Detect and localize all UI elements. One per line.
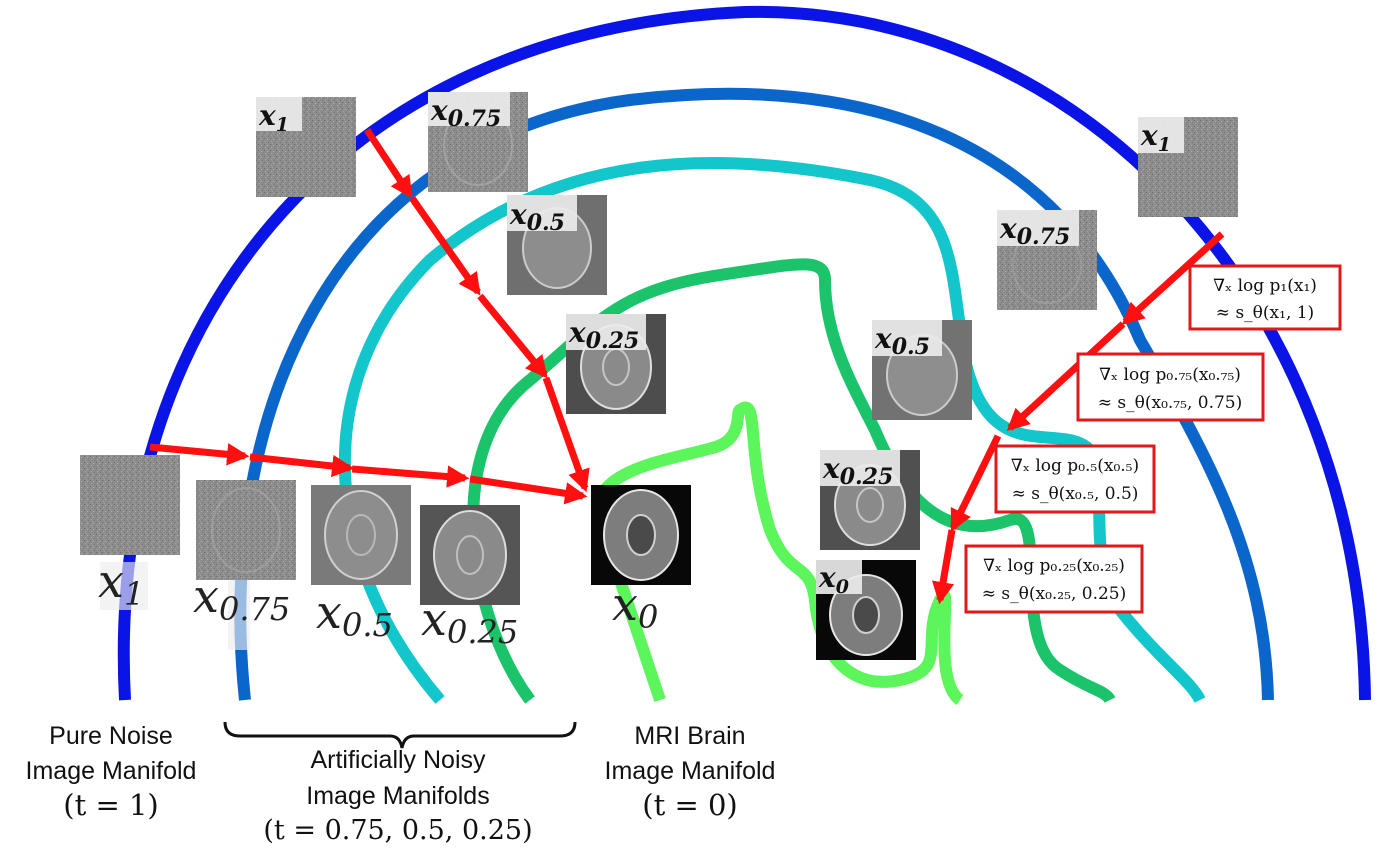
label-left-x025: x0.25 <box>421 592 518 651</box>
arrow-right-1 <box>1121 231 1225 326</box>
svg-text:Image Manifold: Image Manifold <box>26 757 197 785</box>
caption-noise: Pure Noise Image Manifold (t = 1) <box>26 722 197 822</box>
svg-text:≈ s_θ(x₁, 1): ≈ s_θ(x₁, 1) <box>1216 303 1314 323</box>
tile-right-x0 <box>816 560 916 660</box>
label-right-x05: x0.5 <box>874 322 930 360</box>
arrow-top-1 <box>364 128 413 199</box>
svg-text:∇ₓ log p₀.₂₅(x₀.₂₅): ∇ₓ log p₀.₂₅(x₀.₂₅) <box>983 556 1125 576</box>
svg-text:Pure Noise: Pure Noise <box>49 722 173 750</box>
svg-text:(t = 1): (t = 1) <box>63 788 158 822</box>
label-top-x1: x1 <box>258 99 289 136</box>
svg-text:≈ s_θ(x₀.₇₅, 0.75): ≈ s_θ(x₀.₇₅, 0.75) <box>1098 393 1242 413</box>
svg-text:∇ₓ log p₀.₅(x₀.₅): ∇ₓ log p₀.₅(x₀.₅) <box>1011 456 1139 476</box>
curly-brace <box>223 721 577 749</box>
arrow-left-3 <box>351 465 470 488</box>
svg-text:∇ₓ log p₀.₇₅(x₀.₇₅): ∇ₓ log p₀.₇₅(x₀.₇₅) <box>1099 365 1241 385</box>
label-top-x05: x0.5 <box>509 198 565 236</box>
arrow-right-4 <box>931 529 956 605</box>
svg-text:(t = 0): (t = 0) <box>642 788 737 822</box>
label-right-x075: x0.75 <box>999 212 1070 250</box>
label-left-x0: x0 <box>612 577 658 636</box>
tile-left-x1 <box>80 455 180 555</box>
label-left-x1: x1 <box>98 554 144 613</box>
svg-text:Image Manifolds: Image Manifolds <box>306 782 489 810</box>
manifold-t075-curve <box>234 87 1274 701</box>
label-top-x075: x0.75 <box>430 94 501 132</box>
top-path-arrows <box>364 128 590 493</box>
label-right-x1: x1 <box>1140 119 1171 156</box>
svg-text:MRI Brain: MRI Brain <box>634 722 745 750</box>
arrow-left-2 <box>249 453 355 478</box>
arrow-top-3 <box>477 293 548 379</box>
manifold-curves <box>117 5 1371 705</box>
score-box-2: ∇ₓ log p₀.₇₅(x₀.₇₅) ≈ s_θ(x₀.₇₅, 0.75) <box>1076 352 1265 422</box>
arrow-right-3 <box>949 434 1002 533</box>
left-row-labels: x1 x0.75 x0.5 x0.25 x0 <box>98 554 658 651</box>
label-left-x075: x0.75 <box>193 569 290 628</box>
image-tiles <box>80 92 1238 660</box>
svg-text:(t = 0.75, 0.5, 0.25): (t = 0.75, 0.5, 0.25) <box>263 815 532 846</box>
tile-left-x075 <box>196 480 296 580</box>
caption-mri: MRI Brain Image Manifold (t = 0) <box>605 722 776 822</box>
tile-left-x0 <box>591 485 691 585</box>
label-left-x05: x0.5 <box>316 585 393 644</box>
label-right-x0: x0 <box>818 561 849 598</box>
arrow-right-2 <box>1006 321 1126 432</box>
arrow-top-4 <box>542 376 590 493</box>
caption-noisy: Artificially Noisy Image Manifolds (t = … <box>263 746 532 846</box>
manifold-t1-curve <box>117 5 1371 701</box>
left-path-arrows <box>149 443 588 505</box>
svg-text:≈ s_θ(x₀.₂₅, 0.25): ≈ s_θ(x₀.₂₅, 0.25) <box>982 584 1126 604</box>
score-box-4: ∇ₓ log p₀.₂₅(x₀.₂₅) ≈ s_θ(x₀.₂₅, 0.25) <box>964 544 1144 614</box>
arrow-left-1 <box>149 443 250 466</box>
arrow-left-4 <box>469 475 588 505</box>
right-tile-labels: x1 x0.75 x0.5 x0.25 x0 <box>818 119 1171 598</box>
tile-left-x05 <box>311 485 411 585</box>
arrow-top-2 <box>409 195 481 296</box>
top-tile-labels: x1 x0.75 x0.5 x0.25 <box>258 94 639 354</box>
right-path-arrows <box>931 231 1225 605</box>
score-box-1: ∇ₓ log p₁(x₁) ≈ s_θ(x₁, 1) <box>1188 264 1342 331</box>
label-top-x025: x0.25 <box>568 316 639 354</box>
tile-left-x025 <box>420 505 520 605</box>
score-boxes: ∇ₓ log p₁(x₁) ≈ s_θ(x₁, 1) ∇ₓ log p₀.₇₅(… <box>964 264 1342 614</box>
svg-text:Artificially Noisy: Artificially Noisy <box>310 746 486 774</box>
svg-text:∇ₓ log p₁(x₁): ∇ₓ log p₁(x₁) <box>1213 276 1317 296</box>
svg-text:Image Manifold: Image Manifold <box>605 757 776 785</box>
label-right-x025: x0.25 <box>822 452 893 490</box>
score-box-3: ∇ₓ log p₀.₅(x₀.₅) ≈ s_θ(x₀.₅, 0.5) <box>994 444 1156 514</box>
svg-text:≈ s_θ(x₀.₅, 0.5): ≈ s_θ(x₀.₅, 0.5) <box>1012 484 1139 504</box>
